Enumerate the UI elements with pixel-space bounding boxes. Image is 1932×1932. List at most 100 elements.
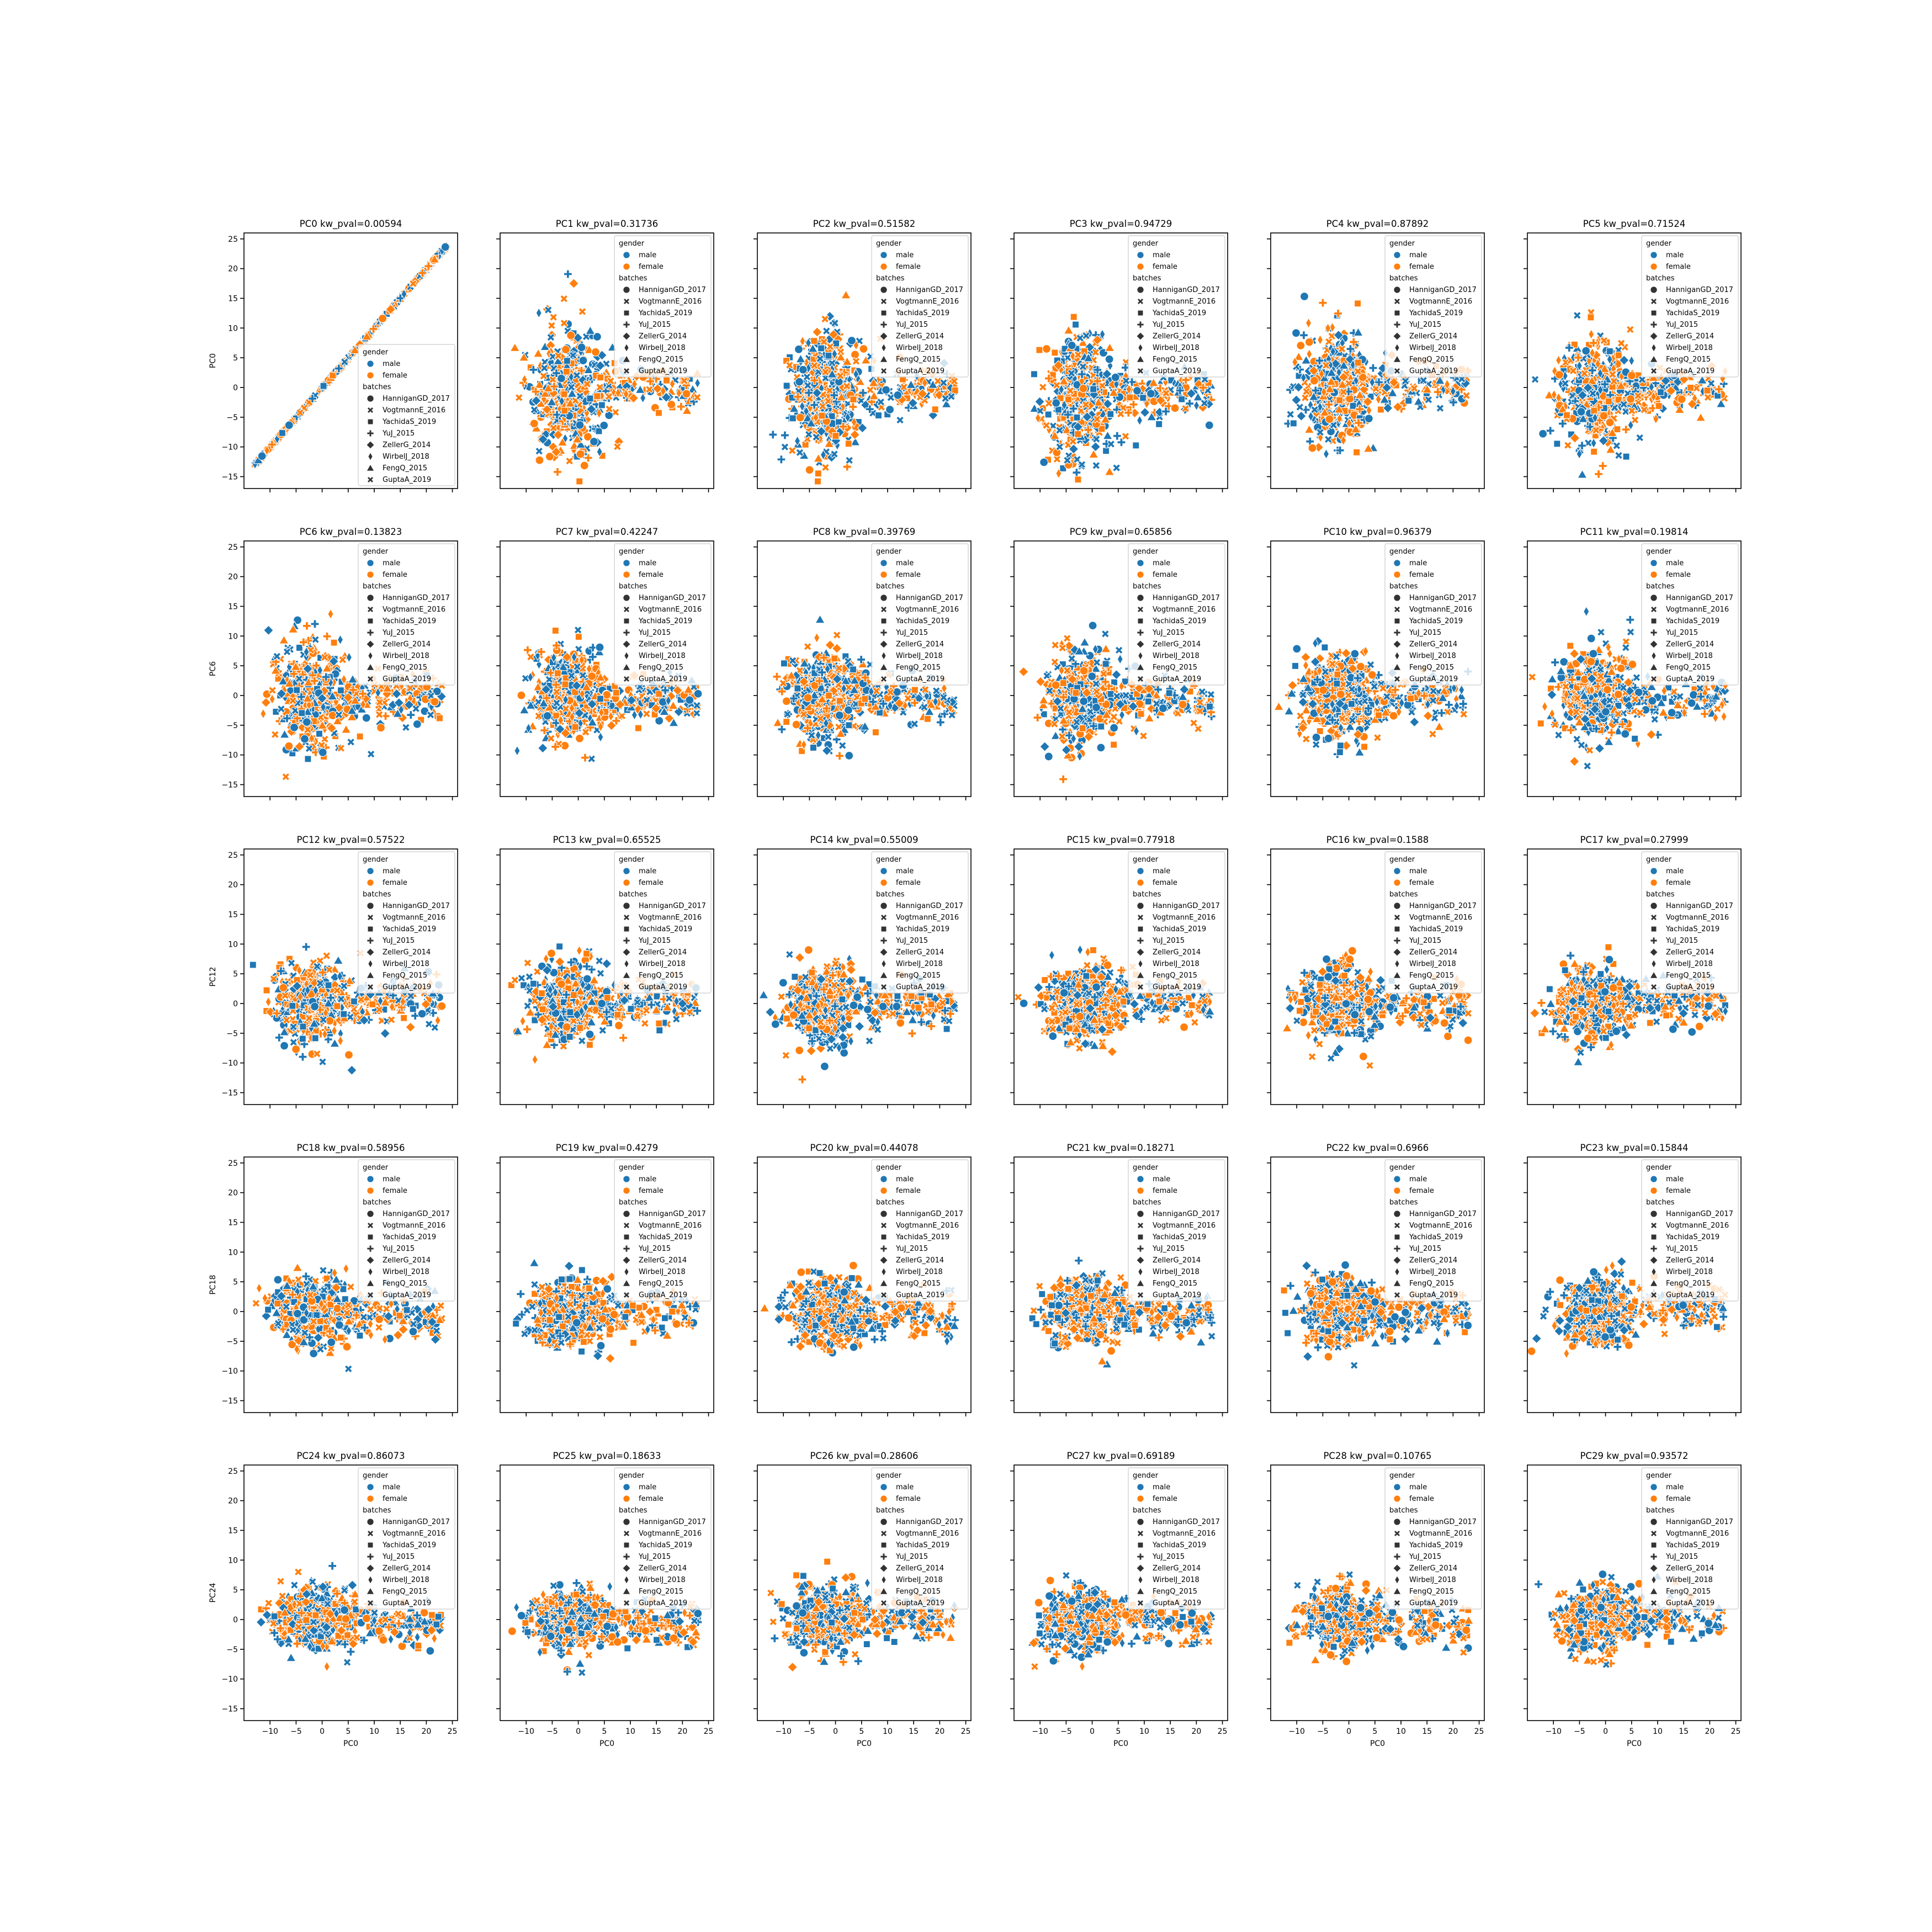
subplot-title: PC6 kw_pval=0.13823 <box>300 527 402 538</box>
data-point <box>1704 388 1711 394</box>
data-point <box>546 320 558 331</box>
data-point <box>365 749 377 760</box>
legend-entry-yuj_2015: YuJ_2015 <box>382 629 415 637</box>
data-point <box>1140 395 1147 401</box>
data-point <box>510 343 519 352</box>
subplot-title: PC1 kw_pval=0.31736 <box>556 219 659 230</box>
subplot-title: PC7 kw_pval=0.42247 <box>556 527 659 538</box>
legend-entry-yuj_2015: YuJ_2015 <box>1152 321 1185 329</box>
data-point <box>1300 331 1308 339</box>
data-point <box>337 687 344 694</box>
legend-swatch-female <box>367 372 374 379</box>
data-point <box>1606 418 1614 427</box>
legend-marker-yachidas_2019 <box>624 310 629 316</box>
data-point <box>261 709 266 719</box>
data-point <box>320 383 327 389</box>
data-point <box>1591 448 1597 455</box>
data-point <box>1606 348 1613 354</box>
legend-entry-vogtmanne_2016: VogtmannE_2016 <box>639 298 702 306</box>
legend-entry-male: male <box>383 360 400 368</box>
legend-marker-yachidas_2019 <box>881 310 887 316</box>
legend-entry-hannigangd_2017: HanniganGD_2017 <box>383 395 450 403</box>
data-point <box>1615 352 1622 359</box>
data-point <box>323 632 331 640</box>
legend-marker-hannigangd_2017 <box>1394 286 1400 293</box>
data-point <box>1591 438 1596 448</box>
data-point <box>1355 300 1361 307</box>
legend-hue-title: gender <box>1389 240 1415 248</box>
y-tick-label: 10 <box>228 632 238 641</box>
legend-entry-male: male <box>383 559 400 567</box>
data-point <box>1105 343 1114 352</box>
data-point <box>1292 329 1301 337</box>
y-tick-label: 10 <box>228 324 238 333</box>
legend-swatch-female <box>1650 263 1657 270</box>
data-point <box>796 413 804 422</box>
legend-entry-yuj_2015: YuJ_2015 <box>895 321 928 329</box>
data-point <box>592 348 600 356</box>
data-point <box>567 331 575 339</box>
data-point <box>1103 448 1110 454</box>
legend-marker-hannigangd_2017 <box>367 595 374 601</box>
data-point <box>579 357 587 365</box>
legend-marker-yachidas_2019 <box>1651 310 1657 316</box>
legend-entry-yachidas_2019: YachidaS_2019 <box>1409 309 1463 317</box>
data-point <box>1323 449 1329 459</box>
data-point <box>819 412 825 419</box>
data-point <box>1194 401 1199 411</box>
data-point <box>302 622 311 630</box>
legend-entry-male: male <box>1666 251 1684 259</box>
data-point <box>836 419 842 426</box>
legend-marker-hannigangd_2017 <box>1137 286 1144 293</box>
legend-entry-vogtmanne_2016: VogtmannE_2016 <box>1666 298 1729 306</box>
legend-swatch-male <box>1137 252 1144 258</box>
data-point <box>1064 326 1074 334</box>
data-point <box>576 478 583 485</box>
legend-swatch-female <box>623 263 630 270</box>
data-point <box>1075 476 1081 483</box>
data-point <box>1546 427 1554 435</box>
legend-swatch-male <box>367 360 374 367</box>
data-point <box>600 421 608 429</box>
legend-entry-fengq_2015: FengQ_2015 <box>896 355 941 364</box>
subplot-title: PC3 kw_pval=0.94729 <box>1070 219 1172 230</box>
legend-entry-yachidas_2019: YachidaS_2019 <box>895 309 949 317</box>
legend-entry-vogtmanne_2016: VogtmannE_2016 <box>383 606 445 614</box>
data-point <box>545 453 554 461</box>
data-point <box>1111 373 1119 381</box>
data-point <box>1591 407 1597 414</box>
legend-entry-yachidas_2019: YachidaS_2019 <box>382 617 436 625</box>
legend-style-title: batches <box>1646 274 1675 283</box>
data-point <box>431 698 439 706</box>
subplot-pc7: PC7 kw_pval=0.42247gendermalefemalebatch… <box>496 527 714 800</box>
legend-entry-fengq_2015: FengQ_2015 <box>1153 355 1197 364</box>
data-point <box>1133 386 1142 395</box>
legend-entry-yuj_2015: YuJ_2015 <box>382 429 415 438</box>
legend-marker-hannigangd_2017 <box>623 286 630 293</box>
data-point <box>1350 402 1356 409</box>
data-point <box>805 466 814 474</box>
data-point <box>832 433 839 439</box>
data-point <box>580 461 588 470</box>
data-point <box>436 715 443 721</box>
legend-entry-female: female <box>639 263 664 271</box>
data-point <box>441 243 449 251</box>
data-point <box>264 625 273 635</box>
data-point <box>337 635 343 645</box>
data-point <box>1292 395 1301 405</box>
legend-entry-wirbelj_2018: WirbelJ_2018 <box>383 453 429 461</box>
legend-entry-vogtmanne_2016: VogtmannE_2016 <box>1409 298 1472 306</box>
data-point <box>269 729 281 740</box>
legend-entry-zellerg_2014: ZellerG_2014 <box>896 332 944 341</box>
data-point <box>1075 431 1081 437</box>
y-tick-label: 0 <box>233 384 238 392</box>
data-point <box>1563 412 1570 418</box>
data-point <box>564 358 570 364</box>
legend-entry-fengq_2015: FengQ_2015 <box>639 355 683 364</box>
data-point <box>1318 335 1323 345</box>
data-point <box>894 415 906 426</box>
legend-hue-title: gender <box>876 240 902 248</box>
data-point <box>811 338 818 344</box>
y-tick-label: −15 <box>221 473 238 481</box>
data-point <box>290 723 299 731</box>
